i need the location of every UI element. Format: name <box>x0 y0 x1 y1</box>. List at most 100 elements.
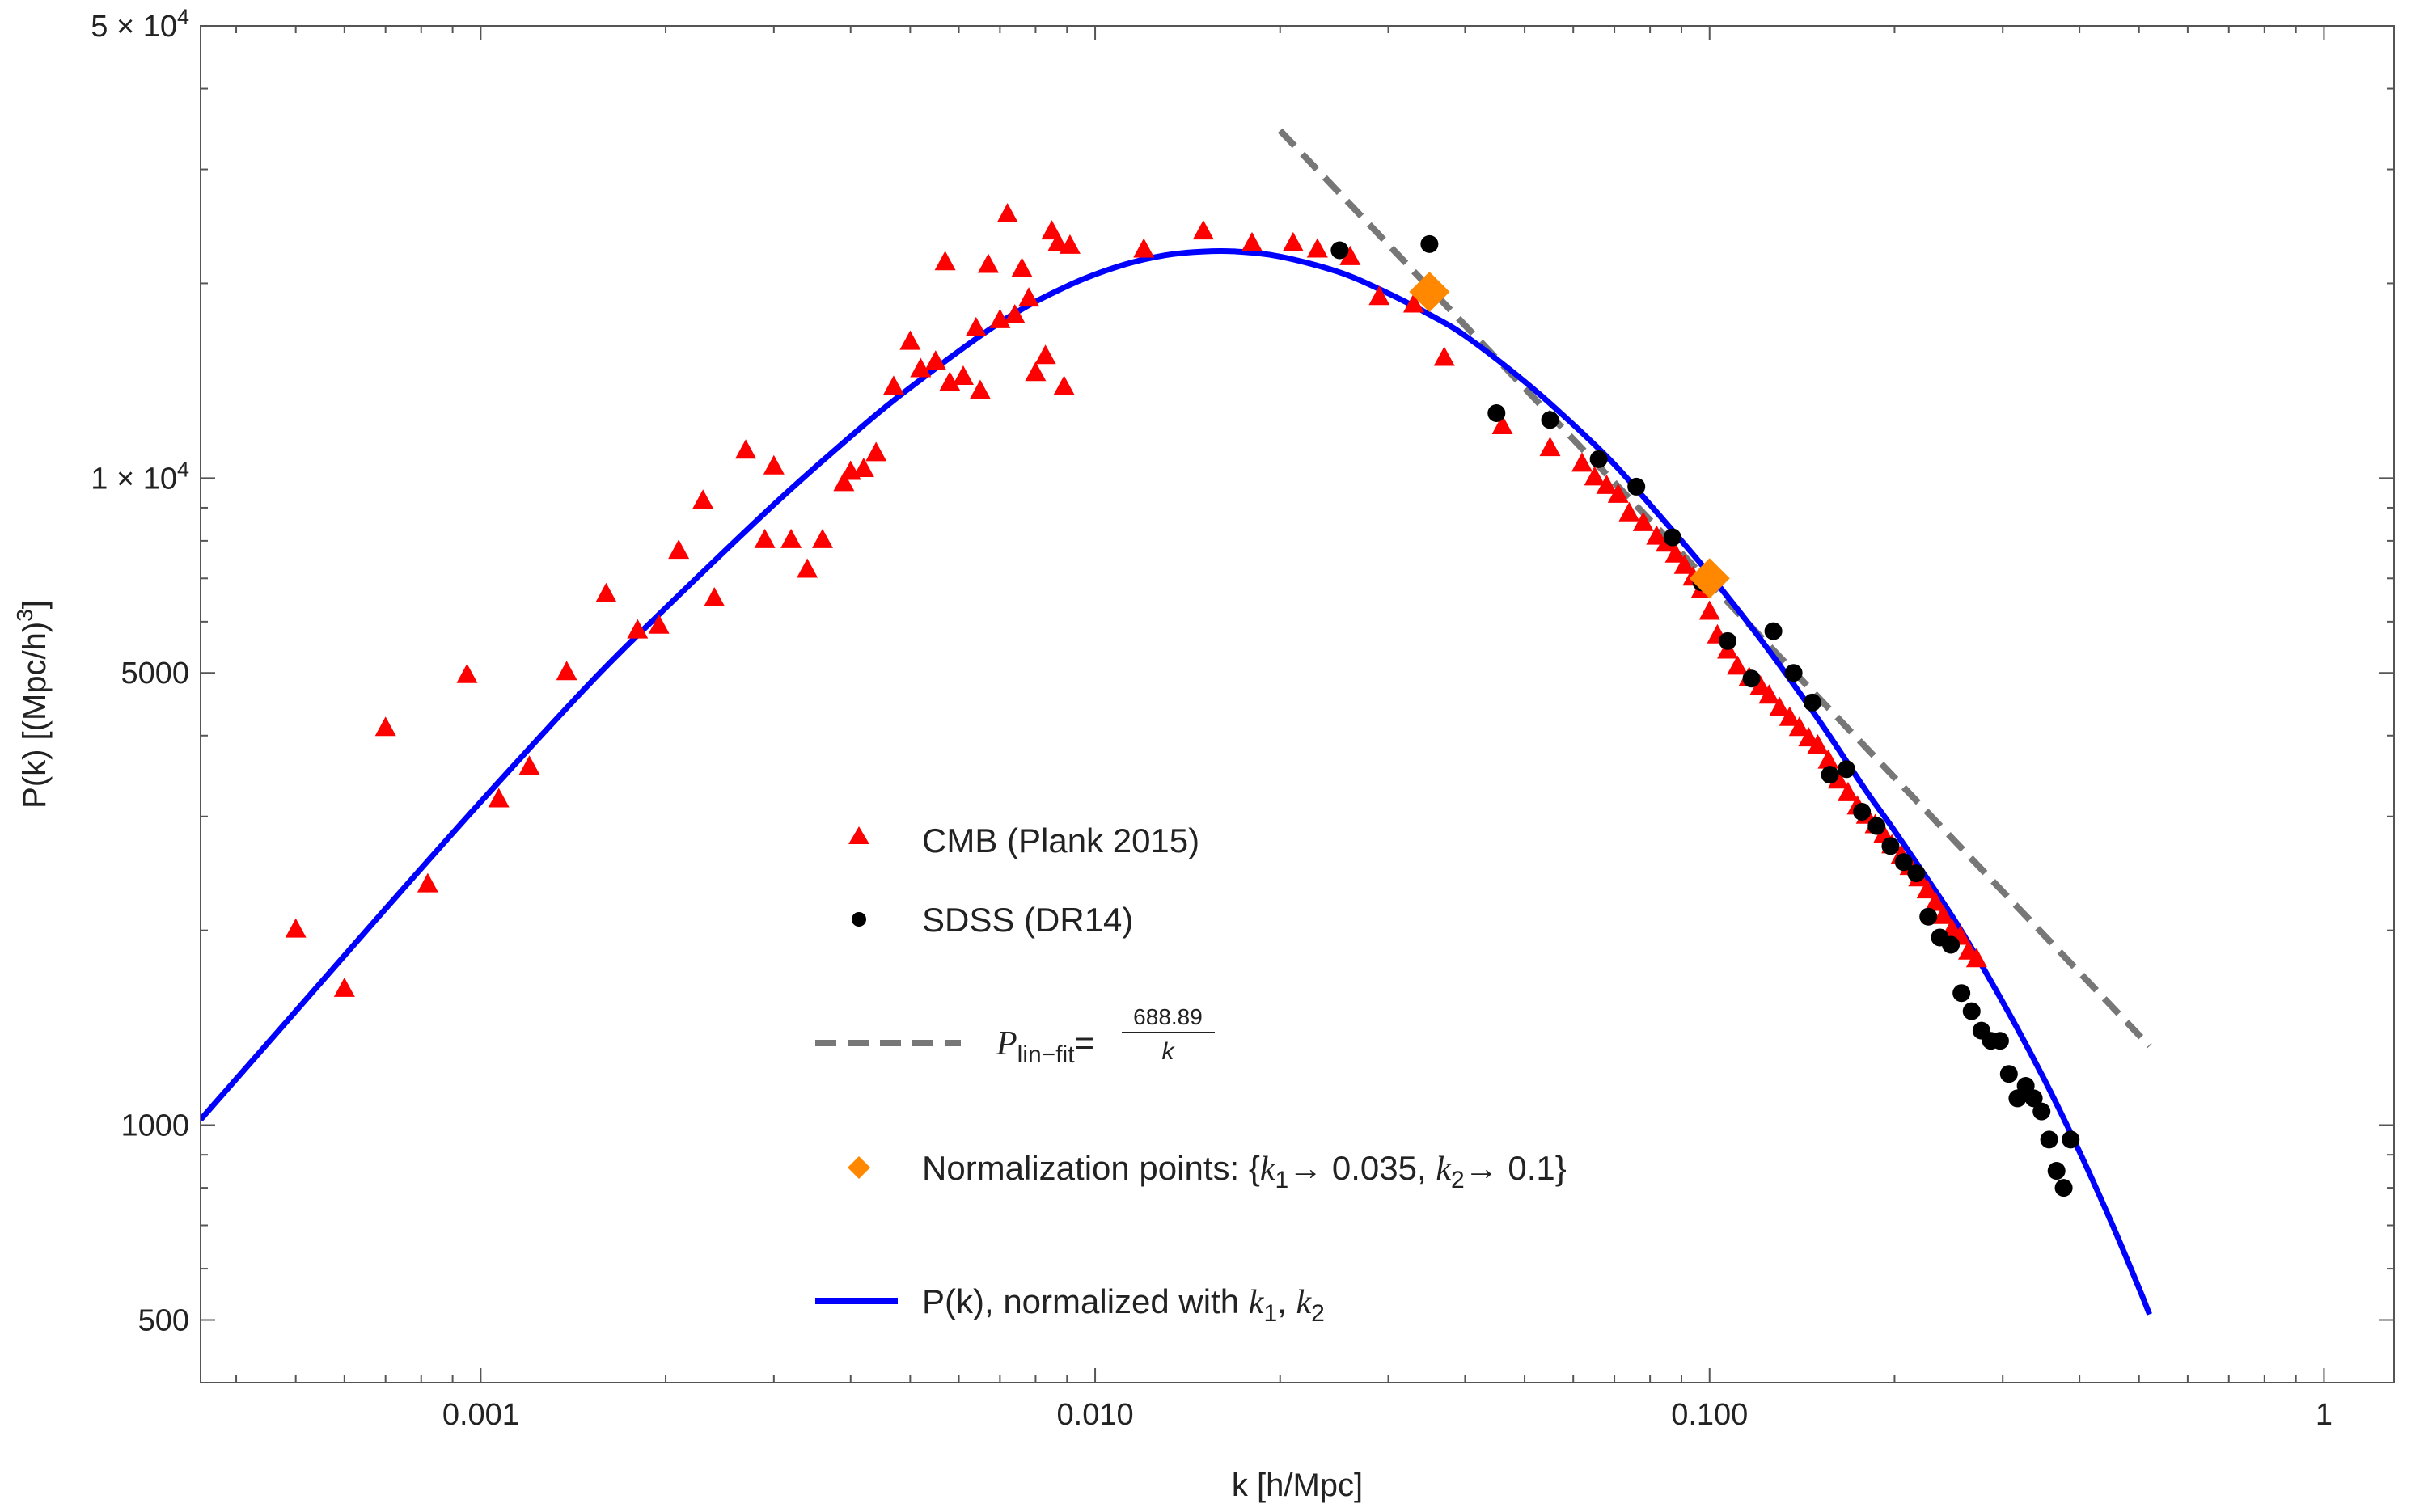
cmb-point <box>1539 437 1561 457</box>
legend-cmb-marker <box>848 826 869 844</box>
sdss-point <box>1487 404 1506 423</box>
cmb-point <box>648 614 670 634</box>
legend-curve-label: P(k), normalized with k1, k2 <box>922 1282 1325 1327</box>
x-tick-label: 1 <box>2316 1398 2333 1432</box>
legend-item-lin-fit: Plin−fit= 688.89 k <box>815 1004 1215 1068</box>
x-axis-label: k [h/Mpc] <box>1232 1468 1363 1503</box>
cmb-point <box>1584 466 1605 486</box>
cmb-point <box>735 439 757 459</box>
cmb-point <box>797 558 818 578</box>
curves <box>201 128 2152 1316</box>
cmb-point <box>1053 375 1075 395</box>
cmb-point <box>518 755 540 775</box>
sdss-point <box>1719 631 1737 650</box>
normalization-point <box>1689 558 1730 599</box>
cmb-point <box>1817 749 1839 769</box>
cmb-point <box>1646 525 1668 545</box>
legend-item-sdss: SDSS (DR14) <box>852 901 1133 939</box>
cmb-point <box>1916 879 1938 899</box>
cmb-point <box>1402 293 1424 313</box>
cmb-point <box>1827 769 1849 789</box>
cmb-point <box>1011 257 1033 277</box>
cmb-point <box>882 375 904 395</box>
sdss-point <box>1821 766 1839 784</box>
cmb-point <box>1596 474 1618 494</box>
legend-item-normalization: Normalization points: {k1→ 0.035, k2→ 0.… <box>848 1149 1567 1193</box>
cmb-point <box>595 582 617 602</box>
cmb-point <box>1607 483 1629 503</box>
cmb-point <box>952 365 974 386</box>
cmb-point <box>627 619 649 639</box>
cmb-point <box>865 441 887 462</box>
sdss-point <box>1784 664 1803 682</box>
sdss-point <box>1420 234 1439 253</box>
cmb-point <box>754 528 776 548</box>
cmb-point <box>1282 231 1304 251</box>
cmb-point <box>1433 346 1455 366</box>
cmb-point <box>910 357 932 378</box>
cmb-point <box>1749 675 1771 695</box>
cmb-point <box>899 330 921 350</box>
cmb-point <box>1004 303 1026 323</box>
sdss-point <box>2062 1130 2080 1149</box>
legend-cmb-label: CMB (Plank 2015) <box>922 821 1199 859</box>
sdss-point <box>1663 528 1681 547</box>
cmb-point <box>1788 716 1810 737</box>
cmb-point <box>1924 891 1946 911</box>
sdss-point <box>1742 669 1761 688</box>
cmb-point <box>285 918 307 938</box>
sdss-point <box>1894 853 1913 872</box>
cmb-point <box>1632 511 1654 531</box>
cmb-point <box>692 489 714 509</box>
cmb-point <box>1932 904 1954 924</box>
cmb-point <box>1727 655 1749 675</box>
x-tick-label: 0.001 <box>442 1398 519 1432</box>
cmb-point <box>1673 554 1695 574</box>
sdss-point <box>1999 1065 2018 1083</box>
y-axis-label: P(k) [(Mpc/h)3] <box>12 600 53 809</box>
sdss-point <box>2032 1102 2051 1121</box>
sdss-point <box>1867 817 1886 835</box>
cmb-point <box>1618 501 1640 522</box>
sdss-point <box>2008 1089 2027 1108</box>
cmb-point <box>1571 452 1593 472</box>
sdss-point <box>1853 803 1872 821</box>
sdss-point <box>2040 1130 2058 1149</box>
cmb-point <box>1758 684 1780 704</box>
cmb-point <box>488 788 510 808</box>
cmb-point <box>852 458 874 478</box>
cmb-point <box>1769 696 1791 716</box>
cmb-point <box>763 454 785 475</box>
x-tick-label: 0.100 <box>1671 1398 1748 1432</box>
cmb-point <box>924 350 946 370</box>
normalization-point <box>1409 272 1450 313</box>
cmb-point <box>833 471 855 492</box>
x-tick-label: 0.010 <box>1057 1398 1134 1432</box>
cmb-point <box>556 661 577 681</box>
y-tick-label: 5 × 104 <box>91 5 189 44</box>
legend-fit-denominator: k <box>1162 1038 1176 1065</box>
cmb-point <box>1491 414 1513 434</box>
cmb-point <box>456 663 478 683</box>
data-markers <box>285 203 2080 1197</box>
cmb-point <box>1034 344 1056 365</box>
cmb-point <box>1837 781 1859 801</box>
legend-norm-marker <box>848 1156 870 1179</box>
y-tick-label: 500 <box>138 1303 189 1337</box>
cmb-point <box>977 253 999 273</box>
cmb-point <box>704 587 725 607</box>
legend-fit-numerator: 688.89 <box>1133 1004 1203 1029</box>
cmb-point <box>1698 600 1720 620</box>
cmb-point <box>934 251 956 271</box>
cmb-point <box>780 528 802 548</box>
sdss-point <box>1990 1032 2009 1050</box>
sdss-point <box>2047 1162 2066 1180</box>
y-tick-label: 1000 <box>121 1109 189 1143</box>
sdss-point <box>1627 477 1646 496</box>
sdss-point <box>1803 693 1821 712</box>
sdss-point <box>1962 1002 1981 1020</box>
cmb-point <box>965 316 987 336</box>
legend-item-model-curve: P(k), normalized with k1, k2 <box>815 1282 1325 1327</box>
cmb-point <box>811 528 833 548</box>
